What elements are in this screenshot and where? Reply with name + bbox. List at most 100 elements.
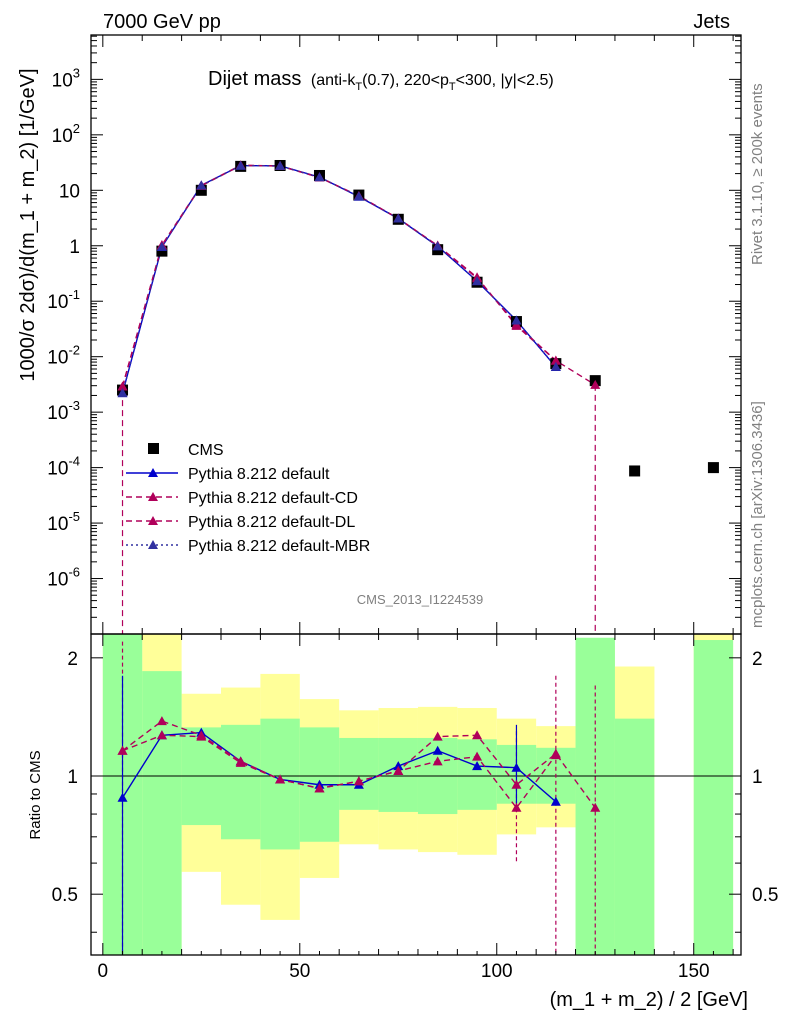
legend-marker-cms [148,443,159,454]
y-tick-label-2: 102 [52,121,80,147]
x-axis-label: (m_1 + m_2) / 2 [GeV] [550,989,748,1011]
ratio-tick-label-right-2: 2 [752,649,763,670]
x-tick-label-50: 50 [289,961,310,982]
main-marker-4-2 [196,180,207,190]
plot-title-cut3: <300, |y|<2.5) [456,72,554,89]
plot-title-cut2: (0.7), 220<p [362,72,449,89]
ratio-marker-2-10 [511,802,522,812]
x-tick-label-150: 150 [678,961,710,982]
legend-marker-2 [148,492,158,501]
header-left: 7000 GeV pp [103,11,221,33]
y-tick-label--5: 10-5 [47,509,80,535]
legend-marker-1 [148,468,158,477]
cms-point-1 [156,245,168,257]
y-tick-label-0: 1 [69,237,80,258]
ratio-marker-0-9 [472,761,483,771]
mcplots-label: mcplots.cern.ch [arXiv:1306.3436] [749,401,766,628]
main-marker-4-4 [275,160,286,170]
legend-label-3: Pythia 8.212 default-DL [188,514,355,531]
ratio-marker-2-8 [432,756,443,766]
ratio-line-2 [122,734,557,809]
legend-label-1: Pythia 8.212 default [188,466,330,483]
legend-marker-3 [148,516,158,525]
rivet-label: Rivet 3.1.10, ≥ 200k events [749,83,766,265]
plot-frames [90,34,742,956]
x-tick-label-100: 100 [481,961,513,982]
ratio-uncertainty-bands [102,634,734,955]
legend-label-4: Pythia 8.212 default-MBR [188,538,370,555]
band-green-12 [575,637,615,955]
main-marker-3-0 [117,381,128,391]
y-tick-label--1: 10-1 [47,287,80,313]
y-tick-base: 10 [47,514,68,535]
ratio-tick-label-0.5: 0.5 [52,885,78,906]
header-right: Jets [693,11,730,33]
band-green-1 [142,671,182,955]
y-tick-exp: -6 [68,565,80,580]
y-tick-base: 10 [52,126,73,147]
y-tick-label--3: 10-3 [47,398,80,424]
main-marker-4-6 [353,191,364,201]
ratio-tick-label-right-1: 1 [752,767,763,788]
legend-label-2: Pythia 8.212 default-CD [188,490,358,507]
main-line-3 [121,164,557,387]
ratio-marker-1-12 [590,802,601,812]
cms-point-13 [629,465,641,477]
main-marker-4-10 [511,315,522,325]
ratio-marker-0-11 [550,796,561,806]
main-line-1 [121,164,557,394]
ratio-marker-2-5 [314,783,325,793]
ratio-marker-0-7 [393,761,404,771]
y-tick-label-3: 103 [52,65,80,91]
y-tick-base: 10 [47,403,68,424]
band-green-4 [260,718,300,850]
ratio-marker-2-11 [550,750,561,760]
main-line-4 [121,165,557,394]
plot-title-cut: (anti-k [311,72,356,89]
main-marker-4-7 [393,213,404,223]
ratio-marker-2-3 [235,757,246,767]
ratio-marker-0-0 [117,792,128,802]
ratio-series-markers [117,716,601,812]
main-marker-4-1 [156,241,167,251]
ratio-marker-2-9 [472,751,483,761]
y-tick-exp: -3 [68,398,80,413]
ratio-marker-2-4 [275,774,286,784]
y-tick-base: 10 [47,348,68,369]
ratio-y-axis-label: Ratio to CMS [27,750,44,839]
y-tick-exp: 2 [73,121,80,136]
ratio-marker-0-10 [511,762,522,772]
ratio-marker-1-10 [511,779,522,789]
y-tick-exp: -4 [68,454,80,469]
y-tick-exp: -2 [68,343,80,358]
ratio-tick-label-1: 1 [67,767,78,788]
plot-title-sub1: T [355,81,362,93]
ratio-tick-label-2: 2 [67,649,78,670]
main-marker-4-11 [550,361,561,371]
main-marker-4-9 [472,276,483,286]
plot-title-main: Dijet mass [208,68,301,90]
y-tick-base: 10 [47,570,68,591]
ratio-marker-1-8 [432,731,443,741]
ratio-marker-2-1 [156,730,167,740]
plot-title-sub2: T [449,81,456,93]
band-green-13 [614,718,655,955]
y-tick-exp: -1 [68,287,80,302]
axis-ticks [91,35,741,955]
y-tick-base: 10 [47,459,68,480]
y-tick-exp: 3 [73,65,80,80]
ratio-marker-2-0 [117,745,128,755]
cms-point-14 [707,462,719,474]
main-marker-2-12 [590,379,601,389]
main-marker-3-11 [550,355,561,365]
main-marker-4-0 [117,388,128,398]
ratio-marker-0-8 [432,745,443,755]
ratio-marker-1-1 [156,716,167,726]
legend-marker-4 [148,540,158,549]
main-series-markers [117,159,719,477]
ratio-marker-2-6 [353,776,364,786]
plot-title: Dijet mass (anti-kT(0.7), 220<pT<300, |y… [208,68,554,93]
y-tick-exp: -5 [68,509,80,524]
main-marker-4-5 [314,172,325,182]
